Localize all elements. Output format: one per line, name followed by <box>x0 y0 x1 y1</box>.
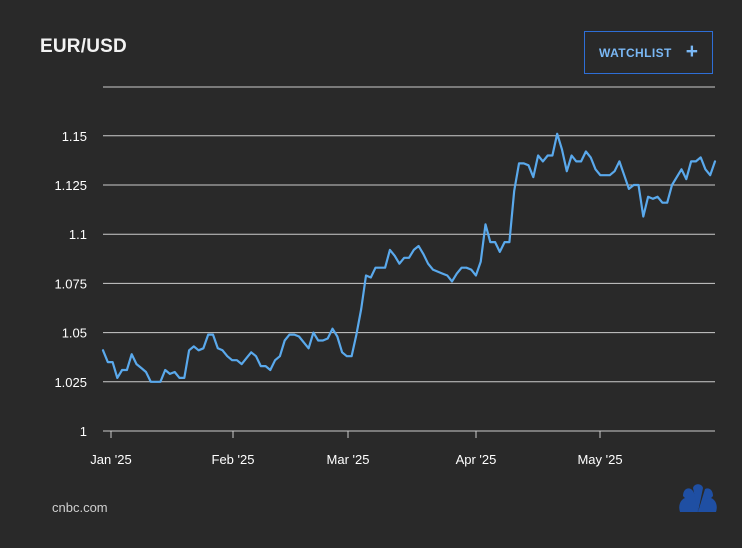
x-axis-ticks: Jan '25 Feb '25 Mar '25 Apr '25 May '25 <box>90 431 623 467</box>
chart-title: EUR/USD <box>40 36 127 57</box>
plus-icon: + <box>685 40 698 63</box>
watchlist-button[interactable]: WATCHLIST + <box>584 31 713 74</box>
x-tick-label: Mar '25 <box>327 452 370 467</box>
series-layer <box>101 132 717 383</box>
y-tick-label: 1.125 <box>54 178 87 193</box>
source-label: cnbc.com <box>52 500 108 515</box>
x-tick-label: Feb '25 <box>212 452 255 467</box>
y-tick-label: 1.025 <box>54 375 87 390</box>
y-tick-label: 1 <box>80 424 87 439</box>
y-tick-label: 1.075 <box>54 276 87 291</box>
x-tick-label: May '25 <box>577 452 622 467</box>
x-tick-label: Apr '25 <box>456 452 497 467</box>
y-axis-ticks: 1 1.025 1.05 1.075 1.1 1.125 1.15 <box>54 129 87 439</box>
grid-layer <box>103 86 715 432</box>
watchlist-label: WATCHLIST <box>599 45 672 60</box>
y-tick-label: 1.1 <box>69 227 87 242</box>
x-tick-label: Jan '25 <box>90 452 132 467</box>
series-line-eur-usd <box>101 132 717 383</box>
peacock-logo-icon <box>679 484 717 512</box>
y-tick-label: 1.15 <box>62 129 87 144</box>
y-tick-label: 1.05 <box>62 326 87 341</box>
